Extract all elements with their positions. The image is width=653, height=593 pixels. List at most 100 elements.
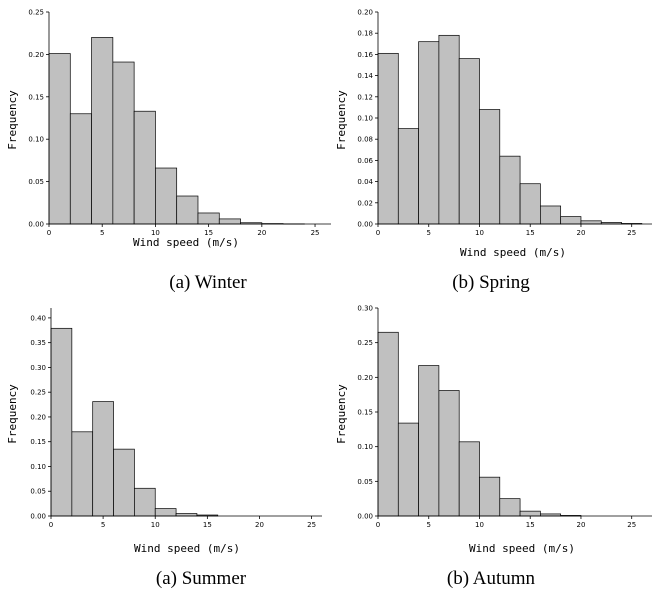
x-tick-label: 25 bbox=[307, 521, 316, 529]
histogram-bar bbox=[438, 390, 460, 517]
histogram-bar bbox=[580, 220, 602, 225]
x-tick-label: 10 bbox=[151, 229, 160, 237]
x-tick-label: 5 bbox=[101, 521, 105, 529]
y-tick-label: 0.18 bbox=[357, 30, 373, 38]
panel-winter: Frequency Wind speed (m/s) (a) Winter 0 5… bbox=[6, 9, 331, 293]
y-tick-label: 0.05 bbox=[30, 488, 46, 496]
y-tick-label: 0.10 bbox=[357, 443, 373, 451]
x-tick-label: 15 bbox=[204, 229, 213, 237]
y-tick-label: 0.00 bbox=[28, 221, 44, 229]
x-tick-label: 10 bbox=[151, 521, 160, 529]
histogram-bar bbox=[155, 167, 178, 225]
y-tick-label: 0.14 bbox=[357, 72, 373, 80]
y-tick-label: 0.05 bbox=[357, 478, 373, 486]
plot-area: 0 5 10 15 20 25 0.00 0.02 0.04 0.06 0.08 0.10 0.12 0.… bbox=[357, 9, 652, 237]
histogram-bar bbox=[418, 41, 440, 225]
y-tick-label: 0.20 bbox=[28, 51, 44, 59]
histogram-bar bbox=[519, 183, 541, 225]
histogram-bar bbox=[154, 508, 177, 517]
x-axis-label: Wind speed (m/s) bbox=[469, 542, 575, 555]
histogram-bar bbox=[133, 110, 156, 225]
histogram-bar bbox=[377, 52, 399, 225]
x-axis-label: Wind speed (m/s) bbox=[134, 542, 240, 555]
histogram-bar bbox=[479, 109, 501, 225]
y-tick-label: 0.35 bbox=[30, 339, 46, 347]
x-tick-label: 10 bbox=[475, 229, 484, 237]
histogram-bar bbox=[418, 365, 440, 517]
x-tick-label: 15 bbox=[526, 229, 535, 237]
histogram-bar bbox=[499, 155, 521, 225]
histogram-bar bbox=[197, 212, 220, 225]
histogram-bar bbox=[48, 53, 71, 225]
histogram-bar bbox=[112, 61, 135, 225]
y-tick-label: 0.05 bbox=[28, 178, 44, 186]
histogram-bar bbox=[397, 128, 419, 225]
y-tick-label: 0.20 bbox=[357, 374, 373, 382]
panel-summer: Frequency Wind speed (m/s) (a) Summer 0 5… bbox=[6, 308, 322, 589]
y-tick-label: 0.15 bbox=[30, 438, 46, 446]
y-tick-label: 0.40 bbox=[30, 314, 46, 322]
x-tick-label: 25 bbox=[311, 229, 320, 237]
y-axis-label: Frequency bbox=[335, 384, 348, 444]
y-tick-label: 0.20 bbox=[357, 9, 373, 17]
histogram-bar bbox=[218, 218, 241, 225]
x-tick-label: 15 bbox=[203, 521, 212, 529]
y-axis-label: Frequency bbox=[335, 90, 348, 150]
y-tick-label: 0.00 bbox=[357, 221, 373, 229]
y-tick-label: 0.00 bbox=[357, 513, 373, 521]
y-tick-label: 0.02 bbox=[357, 199, 373, 207]
panel-caption: (a) Winter bbox=[169, 272, 247, 293]
histogram-bar bbox=[499, 498, 521, 517]
x-tick-label: 20 bbox=[577, 521, 586, 529]
y-tick-label: 0.08 bbox=[357, 136, 373, 144]
histogram-bar bbox=[69, 113, 92, 225]
x-tick-label: 5 bbox=[427, 521, 431, 529]
y-tick-label: 0.00 bbox=[30, 513, 46, 521]
histogram-bar bbox=[134, 487, 156, 517]
plot-area: 0 5 10 15 20 25 0.00 0.05 0.10 0.15 0.20 0.25 0.30 0.… bbox=[30, 308, 322, 529]
x-tick-label: 25 bbox=[627, 229, 636, 237]
x-axis-label: Wind speed (m/s) bbox=[133, 236, 239, 249]
y-tick-label: 0.16 bbox=[357, 51, 373, 59]
x-tick-label: 5 bbox=[427, 229, 431, 237]
histogram-bar bbox=[113, 448, 135, 517]
y-tick-label: 0.10 bbox=[357, 115, 373, 123]
x-tick-label: 20 bbox=[577, 229, 586, 237]
histogram-bar bbox=[458, 441, 480, 517]
histogram-bar bbox=[438, 34, 460, 225]
histogram-bar bbox=[50, 327, 73, 517]
y-tick-label: 0.12 bbox=[357, 93, 373, 101]
x-tick-label: 10 bbox=[475, 521, 484, 529]
plot-area: 0 5 10 15 20 25 0.00 0.05 0.10 0.15 0.20 0.25 0.30 bbox=[357, 305, 652, 529]
histogram-bar bbox=[560, 216, 582, 225]
y-tick-label: 0.15 bbox=[357, 409, 373, 417]
x-tick-label: 20 bbox=[255, 521, 264, 529]
x-tick-label: 0 bbox=[376, 229, 380, 237]
y-tick-label: 0.15 bbox=[28, 93, 44, 101]
x-tick-label: 0 bbox=[47, 229, 51, 237]
y-axis-label: Frequency bbox=[6, 90, 19, 150]
histogram-bar bbox=[92, 401, 114, 517]
panel-caption: (a) Summer bbox=[156, 568, 247, 589]
panel-autumn: Frequency Wind speed (m/s) (b) Autumn 0 5… bbox=[335, 305, 652, 589]
histogram-bar bbox=[458, 58, 480, 225]
panel-spring: Frequency Wind speed (m/s) (b) Spring 0 5… bbox=[335, 9, 652, 293]
y-tick-label: 0.25 bbox=[30, 389, 46, 397]
histogram-bar bbox=[479, 476, 501, 517]
y-tick-label: 0.30 bbox=[357, 305, 373, 313]
x-tick-label: 25 bbox=[627, 521, 636, 529]
y-tick-label: 0.10 bbox=[28, 136, 44, 144]
x-tick-label: 0 bbox=[49, 521, 53, 529]
histogram-bar bbox=[176, 195, 199, 225]
plot-area: 0 5 10 15 20 25 0.00 0.05 0.10 0.15 0.20 0.25 bbox=[28, 9, 331, 237]
histogram-bar bbox=[540, 205, 562, 225]
panel-caption: (b) Spring bbox=[452, 272, 530, 293]
y-tick-label: 0.25 bbox=[28, 9, 44, 17]
y-axis-label: Frequency bbox=[6, 384, 19, 444]
x-tick-label: 20 bbox=[257, 229, 266, 237]
y-tick-label: 0.20 bbox=[30, 413, 46, 421]
histogram-bar bbox=[71, 431, 94, 517]
x-axis-label: Wind speed (m/s) bbox=[460, 246, 566, 259]
histogram-bar bbox=[377, 331, 399, 517]
